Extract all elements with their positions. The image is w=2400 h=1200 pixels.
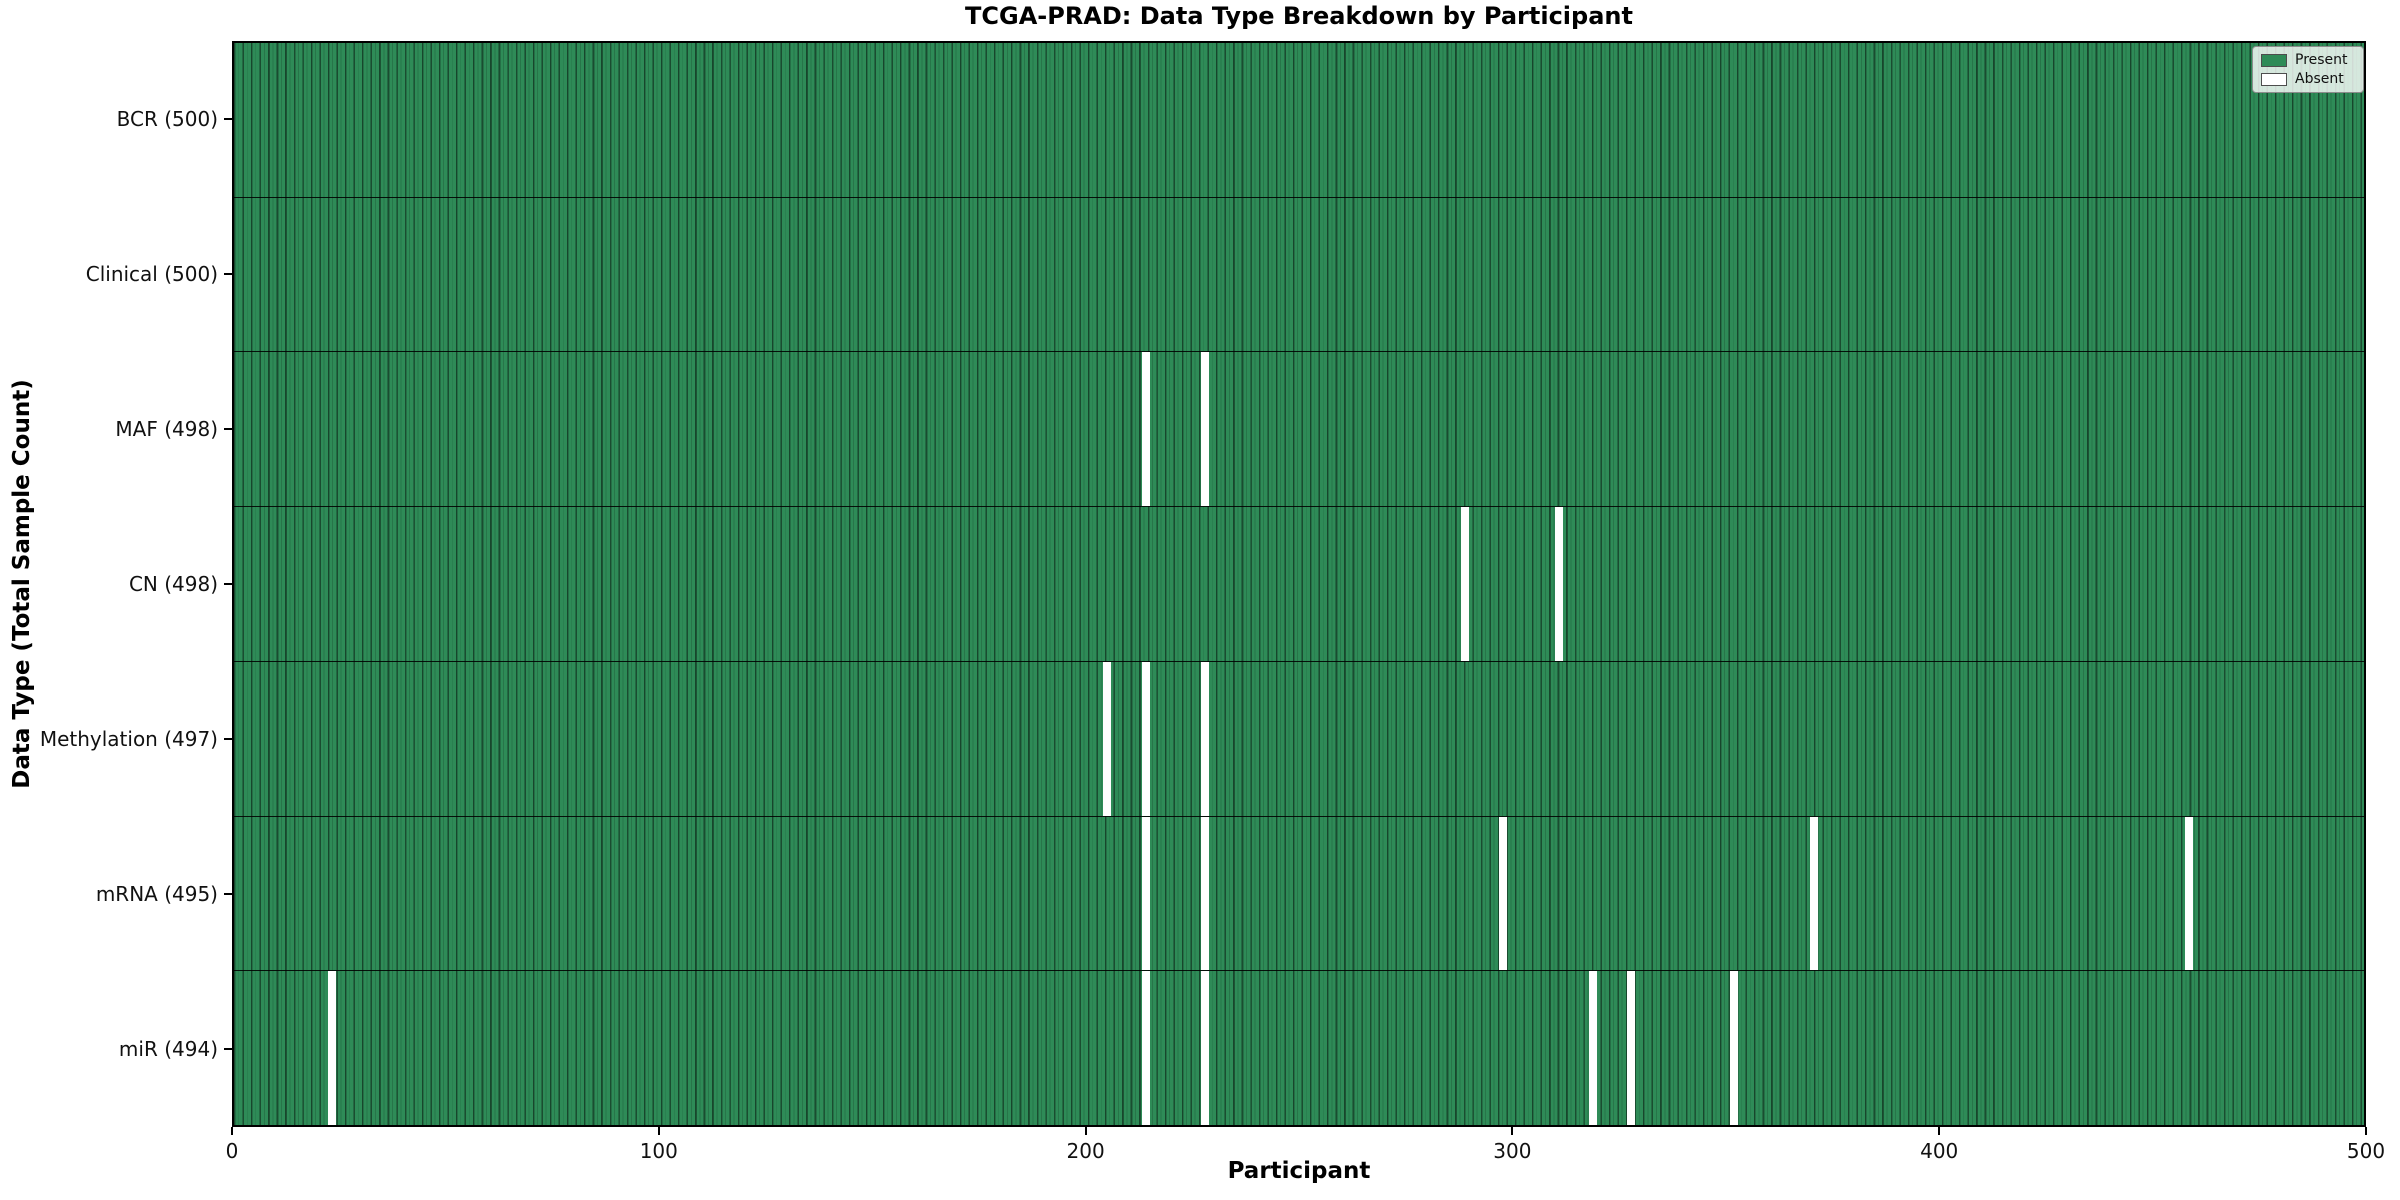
x-tick-mark (1938, 1127, 1941, 1135)
x-tick-label: 0 (225, 1139, 239, 1163)
y-tick-mark (224, 117, 232, 120)
data-row-maf (234, 352, 2364, 508)
plot-area (232, 41, 2366, 1127)
absent-marker (1201, 352, 1210, 507)
data-row-methylation (234, 661, 2364, 817)
absent-marker (1103, 661, 1112, 816)
legend-item-present: Present (2261, 53, 2355, 67)
x-tick-mark (1084, 1127, 1087, 1135)
y-tick-label: CN (498) (128, 572, 218, 596)
data-row-mir (234, 971, 2364, 1126)
x-tick-label: 300 (1493, 1139, 1532, 1163)
x-tick-label: 400 (1920, 1139, 1959, 1163)
y-tick-label: mRNA (495) (95, 882, 218, 907)
x-tick-mark (231, 1127, 233, 1135)
data-row-cn (234, 507, 2364, 662)
absent-marker (327, 971, 336, 1126)
y-axis-ticks: BCR (500) Clinical (500) MAF (498) CN (498)… (0, 41, 232, 1127)
present-swatch-icon (2261, 53, 2287, 67)
y-tick-label: BCR (500) (116, 106, 218, 131)
chart-title: TCGA-PRAD: Data Type Breakdown by Partic… (965, 2, 1633, 30)
absent-marker (1627, 971, 1636, 1126)
data-row-bcr (234, 43, 2364, 198)
y-tick-mark (224, 427, 232, 430)
legend-label-absent: Absent (2295, 71, 2344, 87)
y-tick-label: MAF (498) (115, 416, 218, 441)
y-tick-mark (224, 738, 232, 741)
x-tick-mark (657, 1127, 660, 1135)
x-tick-label: 200 (1066, 1139, 1105, 1163)
absent-marker (1141, 971, 1150, 1126)
absent-marker (1141, 661, 1150, 816)
absent-marker (1201, 971, 1210, 1126)
absent-marker (1201, 816, 1210, 971)
absent-marker (1141, 816, 1150, 971)
absent-marker (1499, 816, 1508, 971)
y-tick-label: Clinical (500) (85, 261, 218, 286)
x-tick-mark (2365, 1127, 2367, 1135)
absent-marker (2185, 816, 2194, 971)
absent-marker (1461, 507, 1470, 661)
x-tick-label: 100 (639, 1139, 678, 1163)
y-tick-mark (224, 583, 232, 585)
legend: Present Absent (2252, 46, 2364, 93)
data-row-mrna (234, 816, 2364, 972)
x-axis-label: Participant (1227, 1158, 1371, 1184)
absent-marker (1729, 971, 1738, 1126)
absent-marker (1810, 816, 1819, 971)
y-tick-label: miR (494) (118, 1037, 218, 1062)
absent-swatch-icon (2261, 72, 2287, 86)
x-axis-ticks: 0 100 200 300 400 500 (226, 1127, 2385, 1197)
legend-label-present: Present (2295, 52, 2348, 68)
legend-item-absent: Absent (2261, 72, 2355, 86)
y-tick-mark (224, 1048, 232, 1051)
y-tick-label: Methylation (497) (39, 727, 218, 752)
absent-marker (1554, 507, 1563, 661)
y-tick-mark (224, 272, 232, 275)
absent-marker (1141, 352, 1150, 507)
data-row-clinical (234, 197, 2364, 353)
y-tick-mark (224, 893, 232, 896)
x-tick-mark (1511, 1127, 1514, 1135)
y-axis-label: Data Type (Total Sample Count) (9, 379, 35, 789)
absent-marker (1588, 971, 1597, 1126)
x-tick-label: 500 (2346, 1139, 2386, 1163)
absent-marker (1201, 661, 1210, 816)
